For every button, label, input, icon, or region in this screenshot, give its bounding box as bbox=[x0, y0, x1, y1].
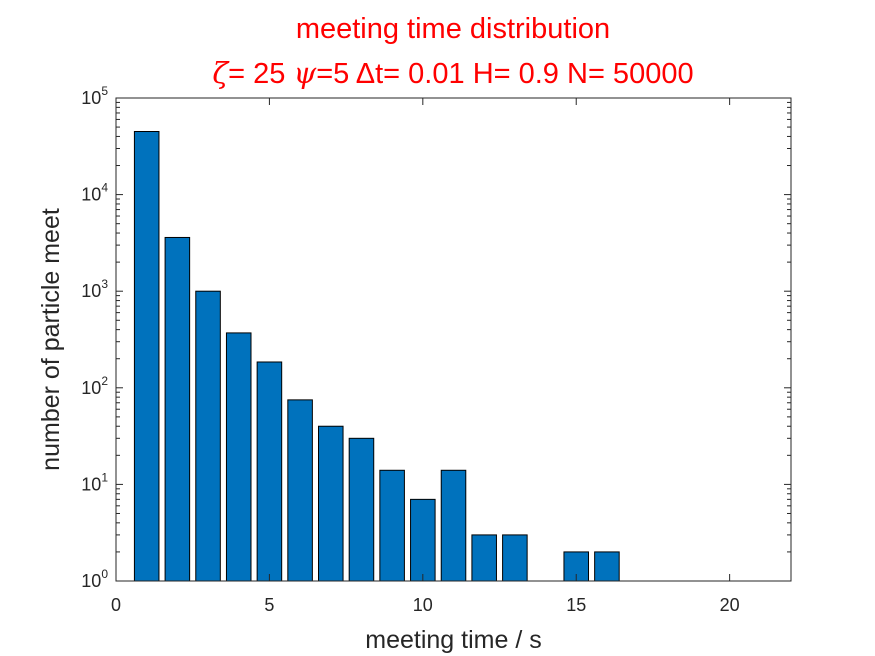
y-tick-label: 100 bbox=[81, 567, 108, 591]
bar bbox=[256, 361, 283, 582]
bar bbox=[440, 469, 467, 582]
dt-value: t= 0.01 bbox=[375, 58, 465, 90]
psi-symbol: ψ bbox=[293, 56, 316, 90]
bar bbox=[502, 534, 528, 582]
axes-box bbox=[115, 97, 792, 582]
bar bbox=[348, 437, 375, 582]
psi-value: =5 bbox=[316, 58, 349, 90]
x-tick-label: 15 bbox=[566, 595, 586, 615]
bars-group bbox=[133, 131, 620, 582]
chart-subtitle: ζ= 25 ψ=5 Δt= 0.01 H= 0.9 N= 50000 bbox=[212, 56, 693, 90]
x-tick-label: 5 bbox=[264, 595, 274, 615]
bar bbox=[471, 534, 497, 582]
zeta-symbol: ζ bbox=[212, 56, 230, 90]
bar bbox=[133, 131, 160, 582]
zeta-value: = 25 bbox=[228, 58, 285, 90]
bar bbox=[594, 551, 620, 582]
y-tick-label: 104 bbox=[81, 181, 108, 205]
x-axis-label: meeting time / s bbox=[365, 626, 541, 654]
chart-title: meeting time distribution bbox=[296, 13, 610, 45]
y-tick-label: 101 bbox=[81, 470, 108, 494]
x-tick-label: 0 bbox=[111, 595, 121, 615]
dt-symbol: Δ bbox=[356, 58, 375, 90]
h-value: H= 0.9 bbox=[473, 58, 559, 90]
bar bbox=[195, 290, 221, 582]
x-tick-label: 10 bbox=[413, 595, 433, 615]
bar bbox=[164, 236, 191, 582]
y-tick-label: 105 bbox=[81, 84, 108, 108]
bar bbox=[410, 498, 436, 582]
y-tick-label: 103 bbox=[81, 277, 108, 301]
bar bbox=[225, 332, 252, 582]
bar bbox=[287, 399, 313, 582]
x-tick-label: 20 bbox=[720, 595, 740, 615]
y-axis-label: number of particle meet bbox=[37, 208, 65, 471]
y-tick-label: 102 bbox=[81, 374, 108, 398]
ticks-group: 0 5 10 15 20 100 101 102 103 104 105 bbox=[81, 84, 791, 615]
bar bbox=[379, 469, 405, 582]
n-value: N= 50000 bbox=[567, 58, 694, 90]
bar bbox=[318, 425, 344, 582]
